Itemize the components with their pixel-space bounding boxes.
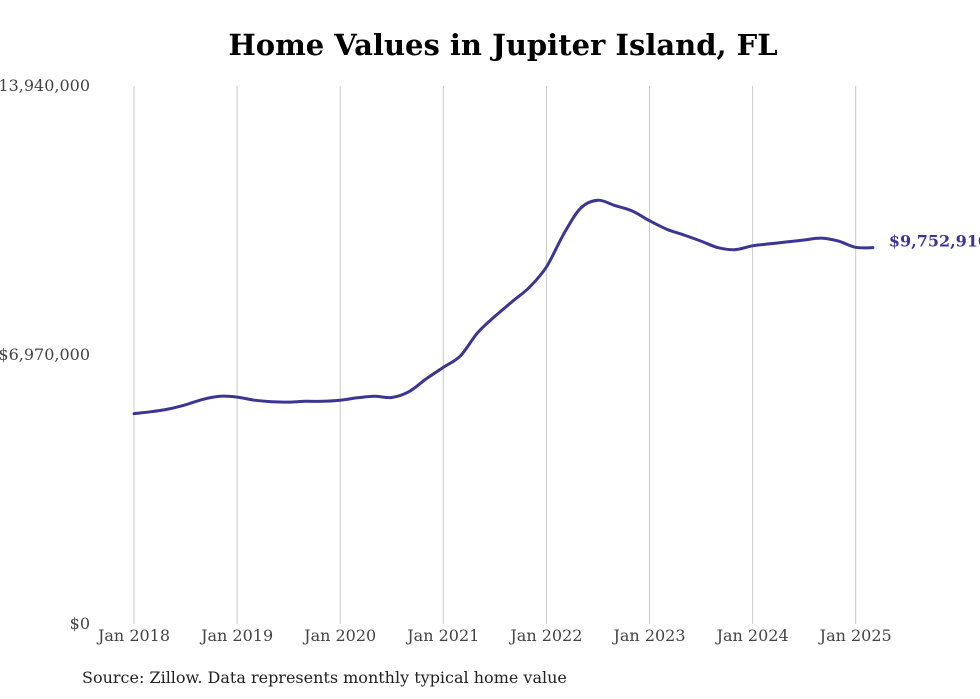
x-tick-label: Jan 2020 [302, 626, 376, 645]
y-tick-label: 13,940,000 [0, 76, 90, 95]
chart-title: Home Values in Jupiter Island, FL [228, 28, 778, 62]
x-tick-label: Jan 2019 [199, 626, 273, 645]
y-axis-ticks: $0 $6,970,000 13,940,000 [0, 76, 90, 633]
x-tick-label: Jan 2022 [508, 626, 582, 645]
grid-lines [133, 86, 857, 624]
series-line-home-value [132, 198, 875, 416]
y-tick-label: $0 [70, 614, 90, 633]
x-tick-label: Jan 2023 [611, 626, 685, 645]
x-tick-label: Jan 2025 [818, 626, 892, 645]
x-tick-label: Jan 2021 [405, 626, 479, 645]
source-note: Source: Zillow. Data represents monthly … [82, 668, 567, 687]
x-tick-label: Jan 2024 [715, 626, 789, 645]
x-axis-ticks: Jan 2018 Jan 2019 Jan 2020 Jan 2021 Jan 2022… [96, 626, 892, 645]
end-value-label: $9,752,910 [889, 232, 980, 251]
x-tick-label: Jan 2018 [96, 626, 170, 645]
y-tick-label: $6,970,000 [0, 345, 90, 364]
